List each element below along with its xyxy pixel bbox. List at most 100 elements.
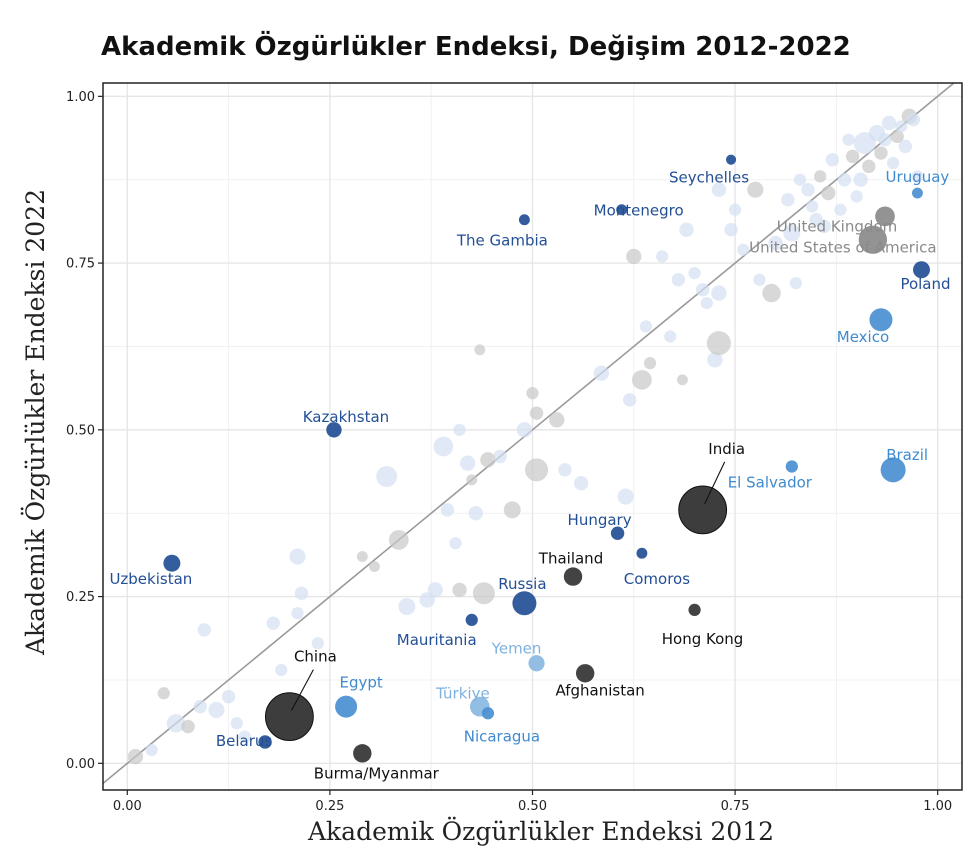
background-point — [157, 687, 170, 700]
x-tick-label: 0.25 — [315, 799, 344, 814]
background-point — [671, 273, 686, 287]
background-point — [275, 663, 288, 677]
background-point — [433, 436, 454, 457]
background-point — [127, 748, 144, 765]
background-point — [724, 223, 738, 237]
background-point — [711, 285, 727, 301]
x-tick-label: 0.00 — [113, 799, 142, 814]
point-label: Hungary — [568, 511, 632, 529]
grid-layer — [103, 83, 962, 790]
background-point — [853, 172, 868, 187]
data-point — [726, 154, 737, 165]
y-axis-title: Akademik Özgürlükler Endeksi 2022 — [21, 189, 50, 656]
background-point — [878, 132, 892, 147]
background-point — [449, 537, 462, 550]
background-point — [842, 133, 855, 146]
point-labels-layer: India China Thailand Afghanistan Burma/Myanm… — [109, 168, 950, 782]
background-point — [238, 730, 251, 743]
background-point — [230, 717, 243, 730]
background-point — [801, 183, 815, 197]
background-point — [632, 369, 652, 390]
background-point — [626, 248, 642, 265]
background-point — [376, 466, 398, 487]
background-point — [623, 393, 637, 407]
point-label: Egypt — [339, 674, 382, 692]
x-axis-title: Akademik Özgürlükler Endeksi 2012 — [307, 817, 774, 846]
data-point — [875, 206, 895, 227]
background-point — [493, 449, 507, 464]
data-point — [512, 591, 537, 616]
background-points-layer — [127, 108, 924, 765]
leader-line — [290, 669, 314, 711]
y-tick-label: 0.00 — [66, 757, 95, 772]
x-tick-label: 1.00 — [923, 799, 952, 814]
data-point — [636, 547, 648, 559]
background-point — [208, 701, 225, 719]
data-point — [528, 655, 545, 672]
point-label: Brazil — [886, 446, 928, 464]
point-label: India — [708, 440, 745, 458]
background-point — [895, 120, 908, 133]
background-point — [193, 699, 207, 714]
background-point — [452, 582, 467, 598]
background-point — [886, 156, 900, 170]
background-point — [294, 586, 309, 600]
point-label: The Gambia — [456, 232, 548, 250]
background-point — [503, 501, 521, 519]
background-point — [906, 112, 921, 127]
background-point — [197, 623, 211, 637]
point-label: Belarus — [216, 732, 273, 750]
data-point — [610, 526, 625, 540]
data-point — [258, 735, 272, 749]
background-point — [617, 488, 634, 505]
point-label: Comoros — [624, 570, 690, 588]
point-label: China — [294, 648, 337, 666]
background-point — [881, 115, 897, 131]
background-point — [516, 422, 533, 438]
background-point — [814, 170, 827, 183]
data-point — [688, 603, 701, 617]
background-point — [737, 243, 750, 256]
data-point — [353, 744, 372, 763]
leader-line — [704, 461, 726, 505]
background-point — [695, 283, 710, 297]
point-label: Afghanistan — [556, 681, 645, 699]
point-label: Yemen — [491, 639, 542, 657]
data-point — [481, 707, 495, 720]
point-label: Nicaragua — [464, 727, 540, 745]
data-point — [575, 664, 595, 683]
background-point — [789, 276, 802, 290]
background-point — [291, 607, 304, 620]
y-tick-label: 1.00 — [66, 90, 95, 105]
background-point — [221, 689, 236, 704]
background-point — [688, 266, 701, 280]
point-label: Türkiye — [435, 685, 490, 703]
background-point — [707, 352, 723, 368]
background-point — [289, 548, 306, 565]
background-point — [656, 250, 669, 263]
point-label: United Kingdom — [777, 217, 897, 235]
background-point — [862, 159, 876, 174]
background-point — [890, 129, 904, 144]
background-point — [369, 561, 380, 573]
point-label: Uzbekistan — [109, 570, 192, 588]
background-point — [643, 357, 657, 370]
background-point — [817, 219, 831, 234]
y-tick-label: 0.75 — [66, 257, 95, 272]
background-point — [593, 365, 610, 381]
background-point — [266, 616, 280, 630]
background-point — [679, 222, 694, 237]
background-point — [805, 200, 819, 213]
point-label: Burma/Myanmar — [314, 764, 440, 782]
data-point — [913, 261, 930, 279]
background-point — [837, 173, 852, 187]
background-point — [356, 551, 368, 562]
background-point — [825, 153, 840, 167]
background-point — [311, 637, 324, 650]
background-point — [821, 185, 836, 201]
background-point — [558, 463, 572, 477]
data-point — [880, 457, 906, 483]
background-point — [850, 190, 863, 203]
